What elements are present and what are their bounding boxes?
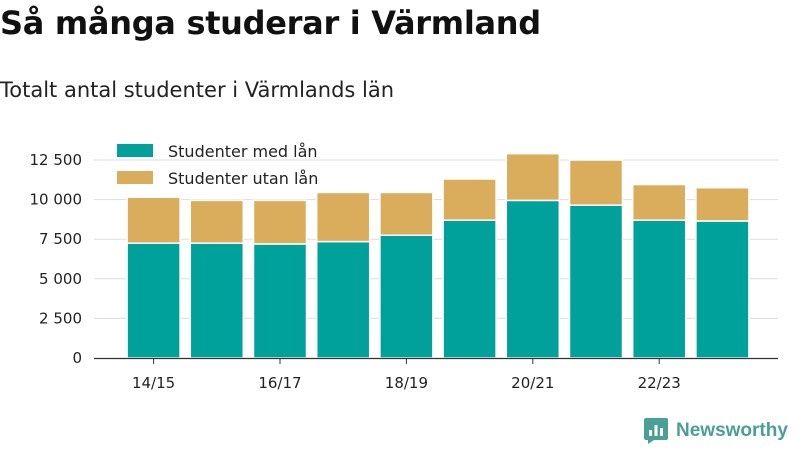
legend-label-without-loan: Studenter utan lån xyxy=(168,169,318,188)
bar-with-loan xyxy=(568,204,624,359)
y-tick-label: 5 000 xyxy=(39,270,82,288)
y-tick-label: 10 000 xyxy=(30,191,83,209)
x-tick-label: 16/17 xyxy=(258,374,301,392)
bars xyxy=(126,152,750,359)
bar-without-loan xyxy=(631,183,687,221)
bar-with-loan xyxy=(189,242,245,359)
legend: Studenter med lån Studenter utan lån xyxy=(117,142,318,188)
bar-with-loan xyxy=(315,240,371,359)
x-tick-label: 22/23 xyxy=(638,374,681,392)
y-tick-label: 2 500 xyxy=(39,309,82,327)
x-tick-label: 20/21 xyxy=(511,374,554,392)
legend-swatch-with-loan xyxy=(117,144,153,157)
bar-without-loan xyxy=(252,199,308,245)
x-tick-label: 18/19 xyxy=(385,374,428,392)
y-tick-label: 7 500 xyxy=(39,230,82,248)
bar-with-loan xyxy=(379,234,434,359)
bar-without-loan xyxy=(315,191,371,243)
bar-without-loan xyxy=(568,159,624,206)
bar-without-loan xyxy=(695,186,750,222)
y-tick-label: 0 xyxy=(72,349,82,367)
brand: Newsworthy xyxy=(644,418,788,444)
legend-label-with-loan: Studenter med lån xyxy=(168,142,318,161)
chart-title: Så många studerar i Värmland xyxy=(0,4,541,42)
y-tick-label: 12 500 xyxy=(30,151,83,169)
brand-name: Newsworthy xyxy=(676,420,788,441)
bar-without-loan xyxy=(442,178,497,221)
bar-with-loan xyxy=(442,219,497,359)
bar-without-loan xyxy=(379,191,434,236)
bar-with-loan xyxy=(505,199,561,359)
bar-with-loan xyxy=(631,219,687,359)
bar-with-loan xyxy=(126,242,181,359)
bar-without-loan xyxy=(189,199,245,244)
legend-swatch-without-loan xyxy=(117,171,153,184)
bar-without-loan xyxy=(126,196,181,244)
chart-subtitle: Totalt antal studenter i Värmlands län xyxy=(0,78,395,102)
x-axis-tick-labels: 14/15 16/17 18/19 20/21 22/23 xyxy=(132,358,681,392)
y-axis-tick-labels: 0 2 500 5 000 7 500 10 000 12 500 xyxy=(30,151,83,367)
x-tick-label: 14/15 xyxy=(132,374,175,392)
bar-without-loan xyxy=(505,152,561,202)
bar-with-loan xyxy=(695,220,750,359)
newsworthy-logo-icon xyxy=(644,418,668,444)
bar-with-loan xyxy=(252,243,308,359)
